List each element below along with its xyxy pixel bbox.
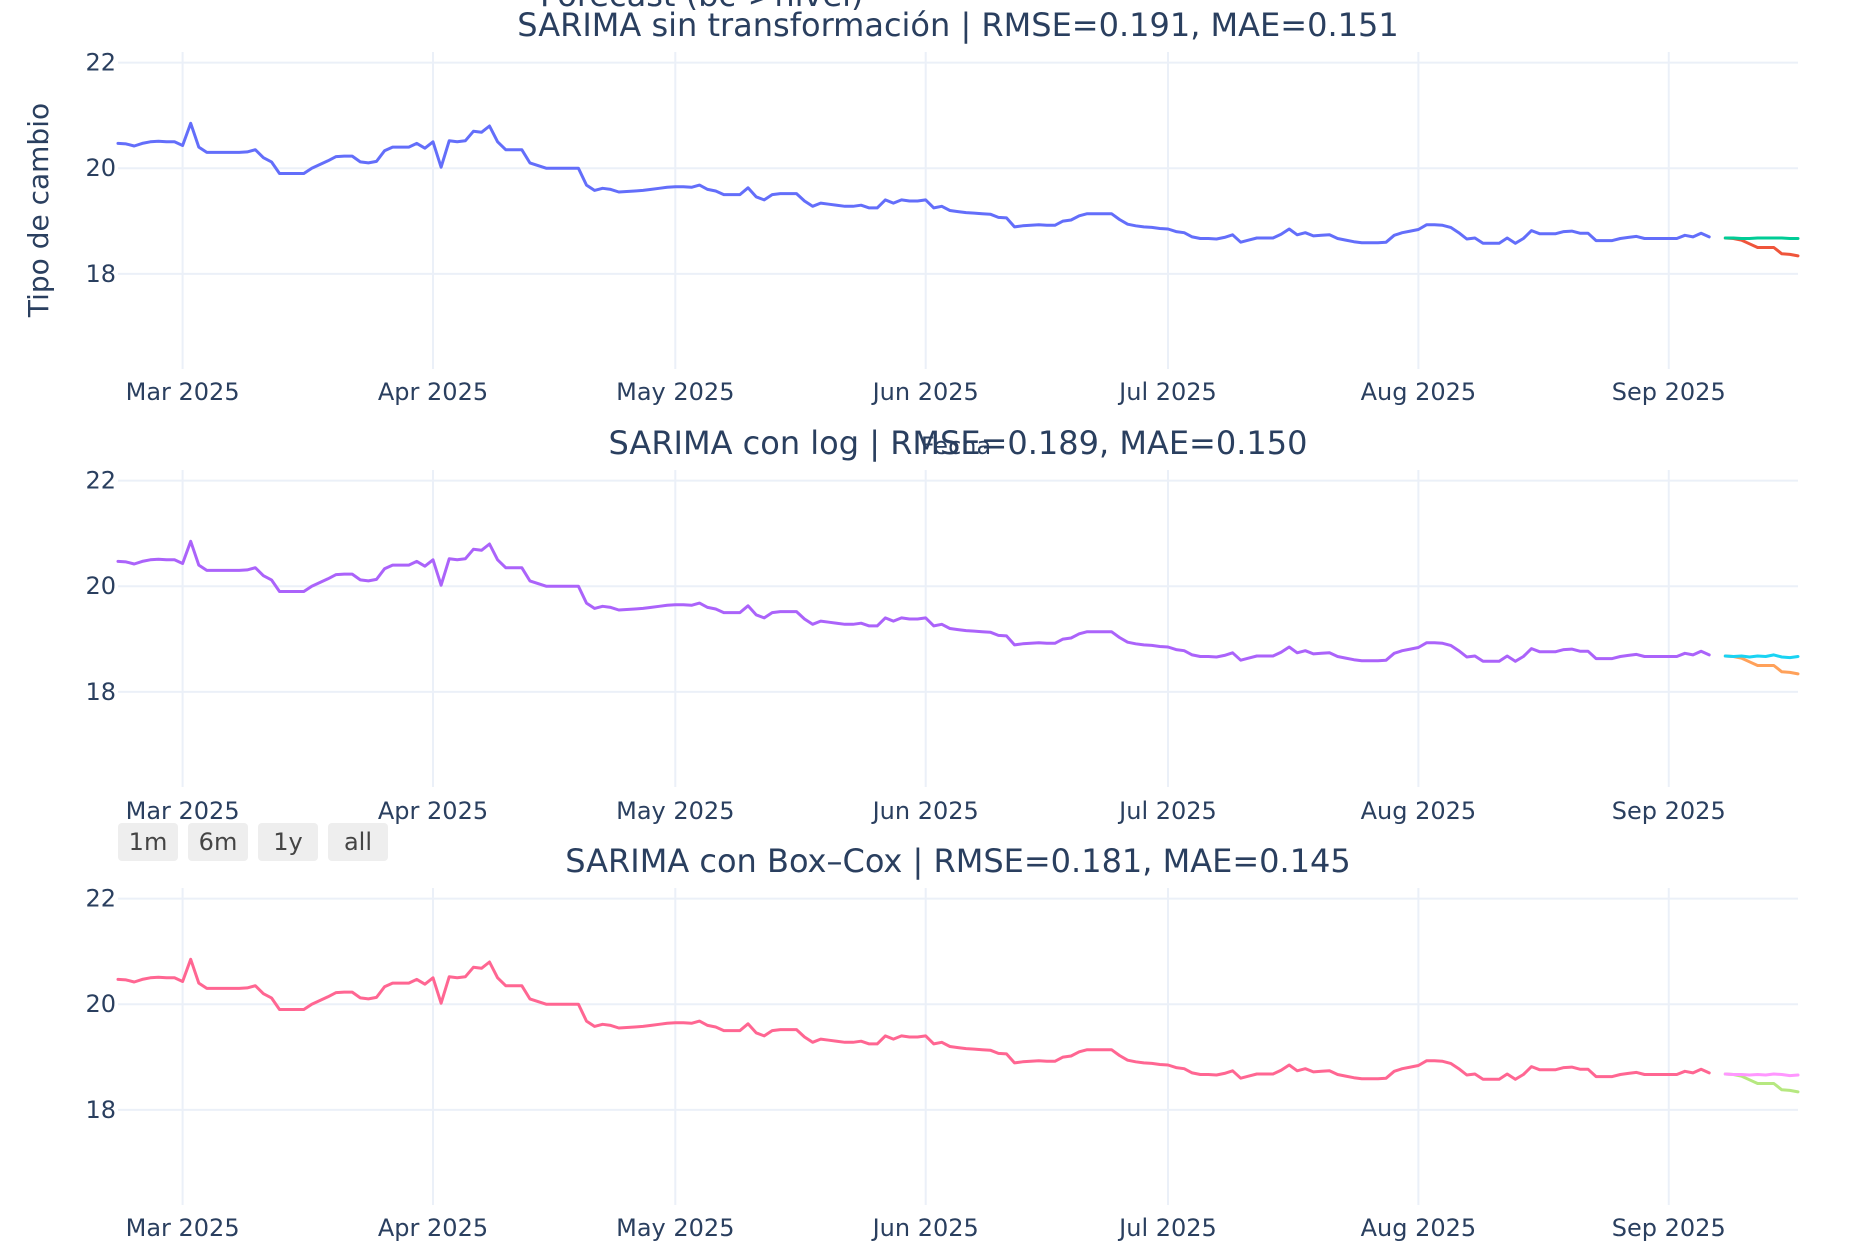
subplot-2: 18 20 22 Mar 2025 Apr 2025 May 2025 Jun 2025 Ju… <box>85 424 1800 825</box>
range-button-6m[interactable]: 6m <box>188 823 248 861</box>
series-line-3 <box>1723 653 1800 660</box>
subplot-3: 18 20 22 Mar 2025 Apr 2025 May 2025 Jun 2025 Ju… <box>85 842 1800 1242</box>
y-tick-label: 20 <box>85 572 116 600</box>
range-button-1m[interactable]: 1m <box>118 823 178 861</box>
x-tick-label: Aug 2025 <box>1361 1214 1477 1242</box>
x-tick-label: May 2025 <box>616 797 734 825</box>
y-tick-label: 20 <box>85 154 116 182</box>
subplot-title: SARIMA con Box–Cox | RMSE=0.181, MAE=0.1… <box>565 842 1351 880</box>
x-tick-label: Sep 2025 <box>1612 378 1726 406</box>
x-tick-label: Jul 2025 <box>1117 1214 1217 1242</box>
x-tick-label: Jun 2025 <box>871 1214 979 1242</box>
x-tick-label: May 2025 <box>616 378 734 406</box>
x-tick-label: Jun 2025 <box>871 797 979 825</box>
series-line-2 <box>1723 236 1800 258</box>
y-tick-label: 18 <box>85 260 116 288</box>
series-line-3 <box>1723 1072 1800 1078</box>
x-tick-label: Sep 2025 <box>1612 797 1726 825</box>
range-button-all[interactable]: all <box>328 823 388 861</box>
y-tick-label: 20 <box>85 990 116 1018</box>
legend-fragment: Forecast (bc->nivel) <box>540 0 864 14</box>
x-tick-label: Apr 2025 <box>378 1214 488 1242</box>
y-tick-label: 22 <box>85 49 116 77</box>
subplot-title: SARIMA con log | RMSE=0.189, MAE=0.150 <box>609 424 1308 462</box>
y-tick-label: 22 <box>85 467 116 495</box>
y-tick-label: 18 <box>85 678 116 706</box>
series-line-1 <box>116 121 1711 245</box>
x-tick-label: Sep 2025 <box>1612 1214 1726 1242</box>
x-tick-label: Mar 2025 <box>126 1214 240 1242</box>
range-button-1y[interactable]: 1y <box>258 823 318 861</box>
series-line-1 <box>116 539 1711 663</box>
y-axis-title: Tipo de cambio <box>22 103 55 318</box>
x-tick-label: Mar 2025 <box>126 378 240 406</box>
x-tick-label: Mar 2025 <box>126 797 240 825</box>
x-tick-label: Aug 2025 <box>1361 378 1477 406</box>
x-tick-label: Jul 2025 <box>1117 797 1217 825</box>
x-tick-label: Apr 2025 <box>378 378 488 406</box>
x-tick-label: Apr 2025 <box>378 797 488 825</box>
x-tick-label: May 2025 <box>616 1214 734 1242</box>
overlap-axis-label: Fecha <box>921 432 991 460</box>
subplot-1: 18 20 22 Mar 2025 Apr 2025 May 2025 Jun 2025 Ju… <box>22 6 1800 406</box>
subplot-title: SARIMA sin transformación | RMSE=0.191, … <box>517 6 1398 44</box>
x-tick-label: Jul 2025 <box>1117 378 1217 406</box>
y-tick-label: 22 <box>85 885 116 913</box>
series-line-3 <box>1723 236 1800 240</box>
x-tick-label: Jun 2025 <box>871 378 979 406</box>
x-tick-label: Aug 2025 <box>1361 797 1477 825</box>
series-line-1 <box>116 957 1711 1081</box>
y-tick-label: 18 <box>85 1096 116 1124</box>
